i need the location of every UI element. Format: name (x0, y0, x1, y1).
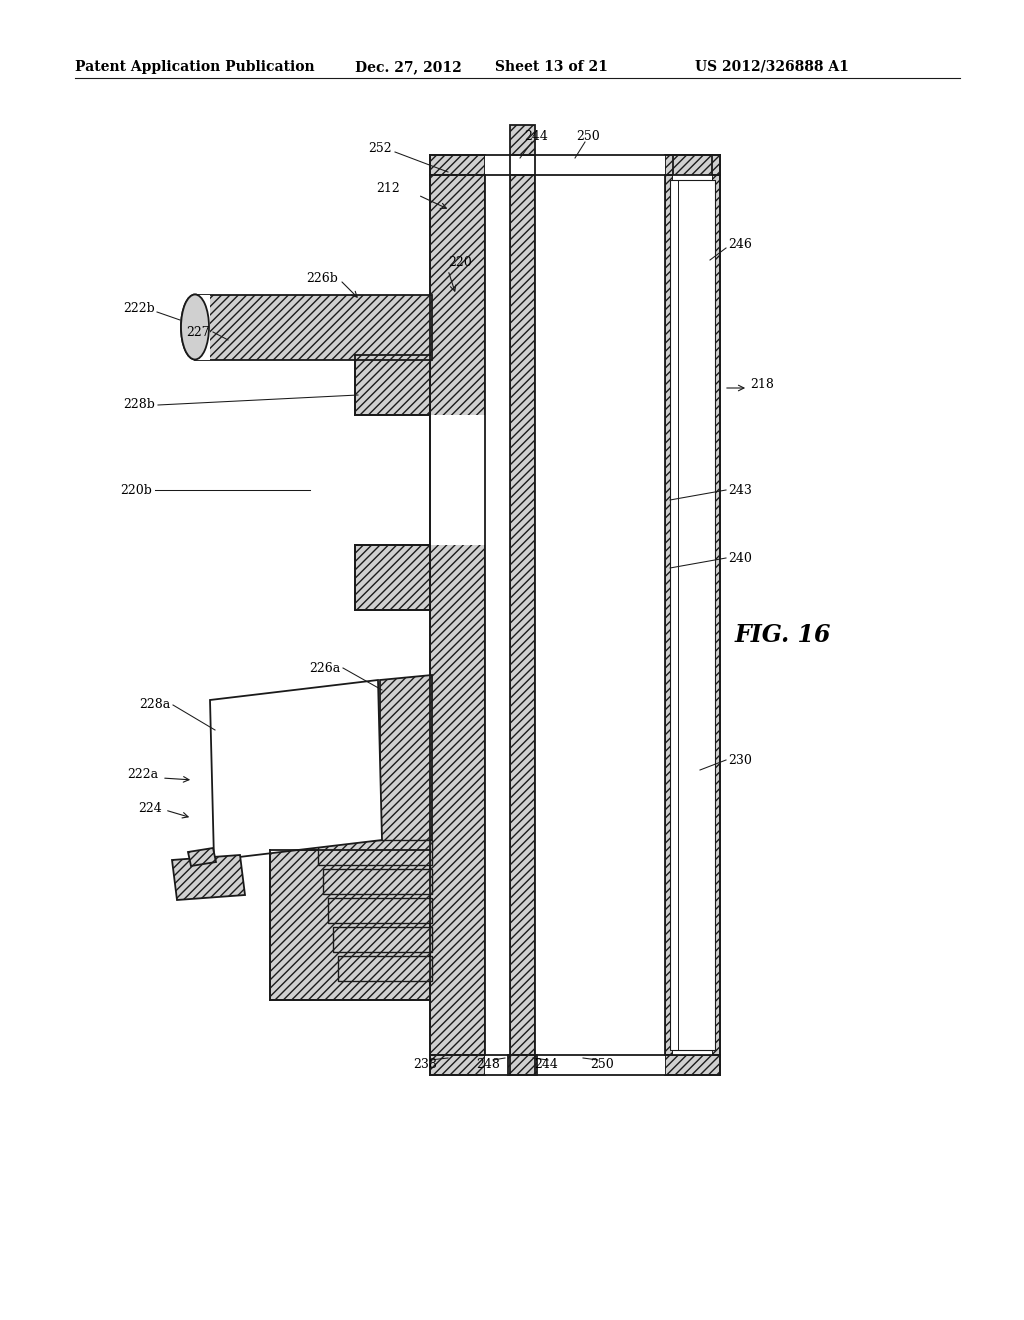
Text: 250: 250 (590, 1059, 613, 1072)
Text: 218: 218 (750, 379, 774, 392)
Bar (508, 1055, 537, 1074)
Bar (673, 154, 712, 210)
Bar (673, 1032, 712, 1055)
Text: 248: 248 (476, 1059, 500, 1072)
Bar (510, 125, 535, 154)
Polygon shape (188, 847, 216, 866)
Text: 252: 252 (369, 141, 392, 154)
Text: 220b: 220b (120, 483, 152, 496)
Text: 212: 212 (376, 181, 400, 194)
Bar (328, 898, 432, 923)
Bar (430, 176, 485, 1055)
Text: Sheet 13 of 21: Sheet 13 of 21 (495, 59, 608, 74)
Bar (673, 1020, 712, 1055)
Text: 222b: 222b (123, 301, 155, 314)
Bar (485, 176, 510, 1055)
Bar (195, 294, 210, 360)
Bar (430, 1055, 485, 1074)
Bar (535, 1055, 665, 1074)
Text: US 2012/326888 A1: US 2012/326888 A1 (695, 59, 849, 74)
Text: 230: 230 (728, 754, 752, 767)
Text: 244: 244 (524, 131, 548, 144)
Bar (485, 1055, 510, 1074)
Text: 222a: 222a (127, 768, 158, 781)
Text: FIG. 16: FIG. 16 (735, 623, 831, 647)
Text: 243: 243 (728, 483, 752, 496)
Text: 220: 220 (449, 256, 472, 268)
Text: 240: 240 (728, 552, 752, 565)
Bar (430, 414, 485, 545)
Bar (318, 840, 432, 865)
Bar (323, 869, 432, 894)
Bar (355, 355, 430, 414)
Polygon shape (210, 680, 382, 861)
Text: 226b: 226b (306, 272, 338, 285)
Polygon shape (380, 675, 432, 845)
Text: 226a: 226a (309, 661, 340, 675)
Text: 246: 246 (728, 239, 752, 252)
Bar (338, 956, 432, 981)
Text: Patent Application Publication: Patent Application Publication (75, 59, 314, 74)
Text: 228b: 228b (123, 399, 155, 412)
Bar (355, 545, 430, 610)
Polygon shape (195, 294, 432, 360)
Bar (670, 180, 715, 1049)
Text: 227: 227 (186, 326, 210, 338)
Bar (535, 176, 665, 1055)
Bar (333, 927, 432, 952)
Bar (665, 154, 720, 176)
Text: 238: 238 (413, 1059, 437, 1072)
Bar (430, 154, 485, 176)
Ellipse shape (181, 294, 209, 359)
Text: Dec. 27, 2012: Dec. 27, 2012 (355, 59, 462, 74)
Text: 228a: 228a (138, 698, 170, 711)
Bar (665, 1055, 720, 1074)
Text: 244: 244 (535, 1059, 558, 1072)
Bar (510, 176, 535, 1055)
Bar (673, 176, 712, 198)
Text: 250: 250 (577, 131, 600, 144)
Bar (485, 154, 510, 176)
Ellipse shape (181, 294, 209, 359)
Polygon shape (172, 855, 245, 900)
Text: 224: 224 (138, 801, 162, 814)
Bar (535, 154, 665, 176)
Bar (665, 176, 720, 1055)
Bar (270, 850, 430, 1001)
